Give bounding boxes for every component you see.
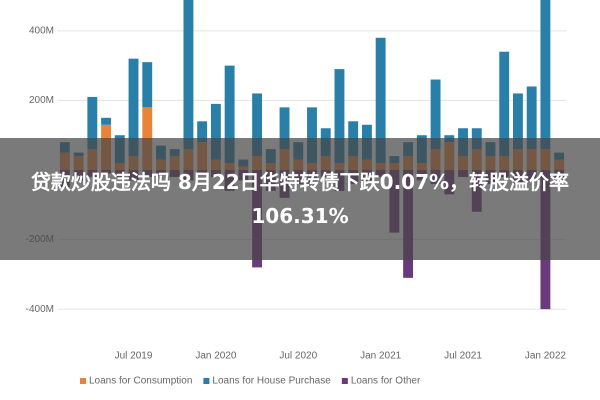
y-tick-label: -400M (26, 304, 54, 315)
bar (197, 121, 208, 143)
bar (307, 107, 317, 164)
bar (183, 0, 194, 150)
x-tick-label: Jan 2021 (360, 351, 402, 362)
title-banner: 贷款炒股违法吗 8月22日华特转债下跌0.07%，转股溢价率106.31% (0, 138, 600, 260)
bar (101, 117, 111, 125)
bar (128, 58, 139, 157)
bar (210, 103, 221, 160)
y-tick-label: 200M (29, 95, 54, 106)
bar (87, 96, 98, 150)
bar (540, 0, 551, 150)
bar (375, 37, 386, 164)
bar (224, 65, 235, 164)
x-tick-label: Jan 2020 (195, 351, 237, 362)
bar (499, 51, 510, 157)
legend-label: Loans for Other (351, 376, 421, 387)
bar (252, 93, 263, 157)
bar (430, 79, 441, 150)
legend-swatch (203, 378, 210, 384)
y-tick-label: 400M (29, 25, 54, 36)
legend-label: Loans for Consumption (89, 376, 192, 387)
bar (513, 93, 523, 150)
chart-title: 贷款炒股违法吗 8月22日华特转债下跌0.07%，转股溢价率106.31% (30, 170, 570, 228)
x-tick-label: Jul 2021 (444, 351, 482, 362)
bar (279, 107, 290, 150)
x-tick-label: Jul 2019 (115, 351, 153, 362)
x-tick-label: Jan 2022 (525, 351, 567, 362)
legend-label: Loans for House Purchase (212, 376, 331, 387)
bar (334, 69, 345, 164)
bar (142, 62, 153, 108)
bar (526, 86, 537, 150)
legend-swatch (341, 378, 348, 384)
legend-swatch (80, 378, 86, 384)
x-tick-label: Jul 2020 (279, 351, 317, 362)
